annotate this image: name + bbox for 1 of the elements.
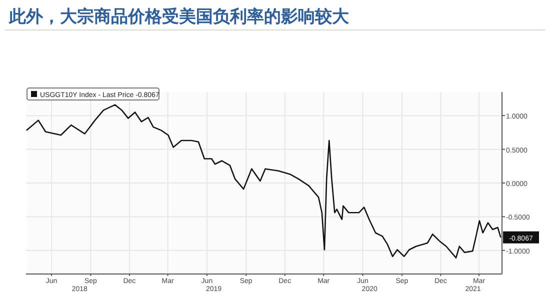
- title: 此外，大宗商品价格受美国负利率的影响较大: [9, 7, 349, 26]
